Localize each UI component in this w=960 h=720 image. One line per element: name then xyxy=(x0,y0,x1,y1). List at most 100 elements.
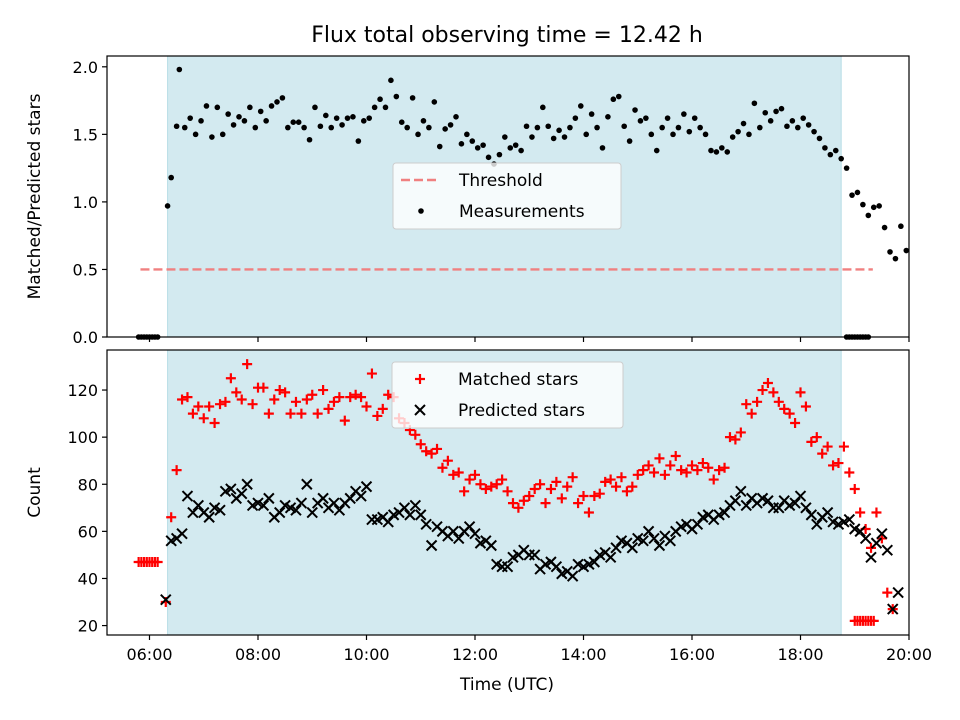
measurement-point xyxy=(545,123,552,130)
predicted-star-point xyxy=(648,532,660,545)
matched-star-point xyxy=(866,542,877,553)
matched-star-point xyxy=(469,469,480,480)
matched-star-point xyxy=(773,396,784,407)
matched-star-point xyxy=(643,460,654,471)
predicted-star-point xyxy=(805,509,818,521)
x-tick-label: 14:00 xyxy=(560,645,606,664)
measurement-point xyxy=(328,124,335,131)
measurement-point xyxy=(507,145,514,151)
measurement-point xyxy=(176,66,183,73)
measurement-point xyxy=(480,142,486,148)
matched-star-point xyxy=(410,429,421,440)
measurement-point xyxy=(681,111,687,117)
measurement-point xyxy=(285,124,291,131)
predicted-star-point xyxy=(360,480,373,493)
matched-star-point xyxy=(377,403,388,414)
predicted-star-point xyxy=(290,504,302,516)
y-tick-label: 60 xyxy=(78,522,98,541)
measurement-point xyxy=(811,128,817,135)
predicted-star-point xyxy=(344,492,356,505)
matched-star-point xyxy=(730,434,741,445)
predicted-star-point xyxy=(821,506,834,519)
legend-label: Threshold xyxy=(458,171,543,191)
predicted-star-point xyxy=(328,497,340,509)
matched-star-point xyxy=(578,491,589,502)
predicted-star-point xyxy=(550,560,563,573)
matched-star-point xyxy=(844,467,855,478)
measurement-point xyxy=(404,124,410,131)
measurement-point xyxy=(415,131,421,138)
matched-star-point xyxy=(665,460,676,471)
y-tick-label: 100 xyxy=(67,428,98,447)
matched-star-point xyxy=(296,408,307,419)
predicted-star-point xyxy=(447,525,460,538)
matched-star-point xyxy=(724,432,735,443)
matched-star-point xyxy=(871,507,882,518)
measurement-point xyxy=(702,131,709,138)
plot-frame xyxy=(106,55,910,338)
measurement-point xyxy=(219,131,226,138)
measurement-point xyxy=(323,112,329,119)
matched-star-point xyxy=(719,462,730,473)
matched-star-point xyxy=(236,394,247,405)
matched-star-point xyxy=(779,403,790,414)
predicted-star-point xyxy=(241,478,253,490)
matched-star-point xyxy=(339,415,350,426)
measurement-point xyxy=(420,118,427,124)
measurement-point xyxy=(615,93,622,100)
matched-star-point xyxy=(269,394,280,405)
matched-star-point xyxy=(627,481,638,492)
predicted-star-point xyxy=(637,535,649,547)
legend-box xyxy=(392,162,622,230)
matched-star-point xyxy=(301,394,312,405)
measurement-point xyxy=(464,131,470,138)
y-tick-label: 0.0 xyxy=(73,328,98,347)
predicted-star-point xyxy=(642,525,655,538)
measurement-point xyxy=(393,93,400,100)
matched-star-point xyxy=(833,458,844,469)
matched-star-point xyxy=(312,408,323,419)
predicted-star-point xyxy=(626,542,639,554)
measurement-point xyxy=(523,123,530,130)
matched-star-point xyxy=(529,483,540,494)
chart-title: Flux total observing time = 12.42 h xyxy=(311,23,703,48)
matched-star-point xyxy=(795,387,806,398)
measurement-point xyxy=(333,115,340,121)
y-tick-label: 0.5 xyxy=(73,260,98,279)
matched-star-point xyxy=(307,389,318,400)
matched-star-point xyxy=(350,389,361,400)
matched-star-point xyxy=(800,401,811,412)
measurement-point xyxy=(588,111,595,117)
measurement-point xyxy=(610,96,617,103)
matched-star-point xyxy=(806,436,817,447)
y-axis-label: Matched/Predicted stars xyxy=(25,93,45,299)
measurement-point xyxy=(173,123,180,130)
measurement-point xyxy=(898,223,904,230)
matched-star-point xyxy=(171,465,182,476)
predicted-star-point xyxy=(588,556,601,568)
measurement-point xyxy=(860,201,866,208)
measurement-point xyxy=(599,145,606,151)
matched-star-point xyxy=(187,408,198,419)
matched-star-point xyxy=(583,507,594,518)
predicted-star-point xyxy=(192,499,205,512)
legend: Threshold Measurements xyxy=(392,162,622,230)
measurement-point xyxy=(192,131,199,138)
measurement-point xyxy=(664,115,671,121)
matched-star-point xyxy=(152,556,163,567)
matched-star-point xyxy=(697,458,708,469)
measurement-point xyxy=(529,134,535,140)
matched-star-point xyxy=(166,512,177,523)
legend-predicted-swatch xyxy=(414,404,426,416)
predicted-star-point xyxy=(794,490,807,502)
predicted-star-point xyxy=(865,551,877,563)
measurement-point xyxy=(257,108,264,115)
matched-star-point xyxy=(280,387,291,398)
matched-star-point xyxy=(551,476,562,487)
measurement-point xyxy=(502,134,508,140)
matched-star-point xyxy=(670,450,681,461)
predicted-star-point xyxy=(382,516,394,528)
measurement-point xyxy=(746,131,752,138)
measurement-point xyxy=(577,103,584,109)
matched-star-point xyxy=(621,486,632,497)
